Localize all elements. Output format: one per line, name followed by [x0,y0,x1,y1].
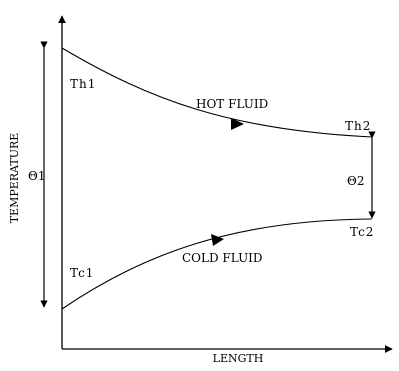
hot-fluid-label: HOT FLUID [196,97,268,111]
hot-inlet-label: Th1 [70,77,96,91]
cold-fluid-curve [61,218,373,310]
theta2-label: Θ2 [347,174,364,188]
cold-outlet-label: Tc2 [350,225,374,239]
theta1-label: Θ1 [28,169,45,183]
cold-fluid-label: COLD FLUID [182,251,263,265]
hot-outlet-label: Th2 [345,119,371,133]
cold-inlet-label: Tc1 [70,266,94,280]
x-axis-label: LENGTH [213,352,264,365]
cold-fluid-flow-arrow [211,234,224,246]
hot-fluid-curve [61,47,373,138]
y-axis-label: TEMPERATURE [8,133,21,224]
hot-fluid-flow-arrow [231,118,244,130]
